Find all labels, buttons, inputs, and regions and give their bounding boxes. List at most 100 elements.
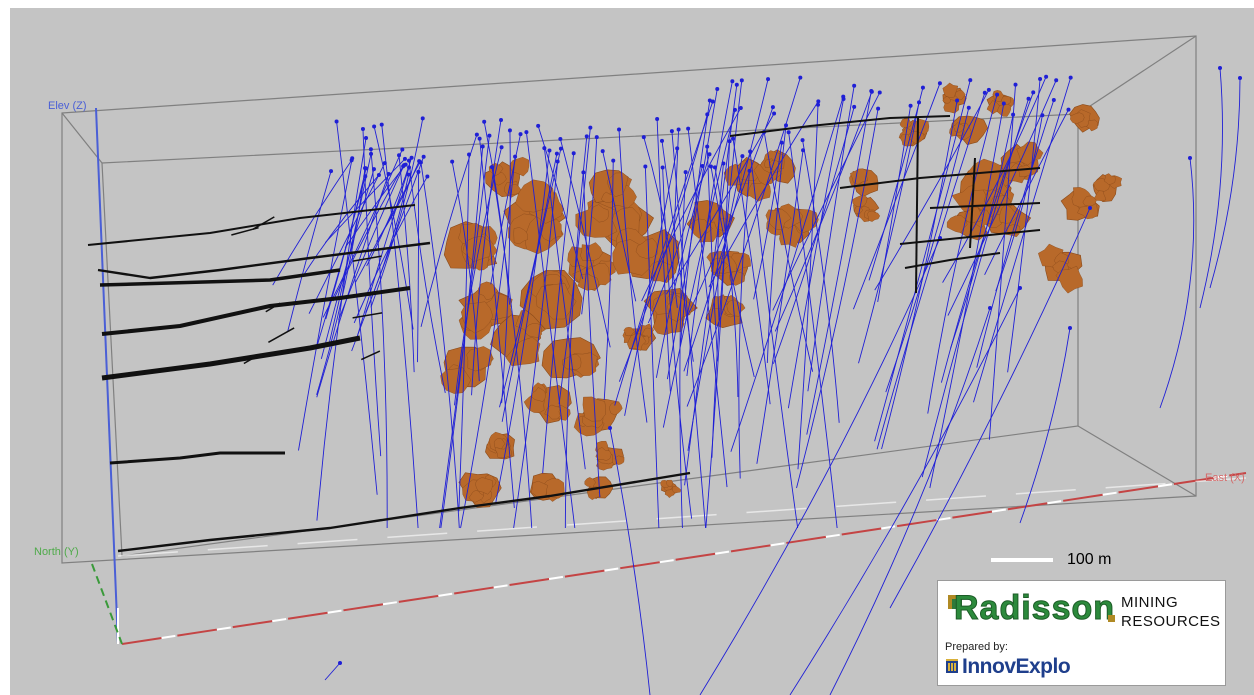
drillhole-collar: [730, 79, 735, 84]
drillhole-collar: [707, 152, 712, 157]
drillhole-trace: [490, 134, 521, 285]
drillhole-collar: [1218, 66, 1222, 70]
drillhole-trace: [929, 103, 1005, 489]
drillhole-trace: [705, 141, 731, 529]
drillhole-trace: [927, 94, 998, 414]
drillhole-trace: [316, 173, 390, 398]
drillhole-trace: [787, 98, 844, 409]
mineralized-zone: [493, 438, 506, 450]
drillhole-trace: [717, 163, 724, 321]
3d-viewport[interactable]: Elev (Z) North (Y) East (X) 100 m Radiss…: [10, 8, 1254, 695]
drillhole-trace: [603, 160, 614, 400]
drillhole-trace: [789, 287, 1021, 695]
underground-level: [117, 471, 691, 553]
box-edge: [61, 112, 103, 164]
drillhole-collar: [660, 165, 665, 170]
underground-level: [839, 167, 1041, 189]
drillhole-collar: [683, 170, 688, 175]
drillhole-collar: [402, 156, 407, 161]
drillhole-collar: [379, 122, 384, 127]
mineralized-zone: [584, 477, 596, 488]
mineralized-zones: [440, 82, 1123, 508]
drillhole-collar: [524, 130, 529, 135]
drillhole-trace: [420, 134, 478, 327]
north-axis: [91, 563, 123, 645]
drillhole-trace: [1007, 78, 1041, 373]
drillhole-trace: [440, 146, 484, 529]
drillhole-collar: [876, 106, 881, 111]
drillhole-collar: [715, 86, 720, 91]
underground-level: [360, 350, 381, 361]
drillhole-collar: [986, 87, 991, 92]
scale-bar: 100 m: [991, 551, 1111, 569]
drillhole-trace: [889, 207, 1091, 609]
mineralized-zone: [1094, 190, 1107, 202]
mineralized-zone: [1103, 173, 1116, 185]
drillhole-collar: [731, 136, 736, 141]
underground-level: [915, 117, 919, 294]
drillhole-collar: [1001, 101, 1006, 106]
drillhole-collar: [409, 155, 414, 160]
drillhole-trace: [315, 176, 366, 349]
drillhole-trace: [976, 99, 1055, 368]
mineralized-zone: [513, 227, 529, 245]
underground-level: [352, 255, 382, 262]
underground-level: [97, 241, 431, 280]
drillhole-collar: [382, 161, 387, 166]
drillhole-trace: [618, 114, 708, 382]
drillhole-trace: [947, 80, 1057, 316]
drillhole-trace: [1019, 327, 1071, 524]
drillhole-trace: [353, 176, 428, 324]
drillhole-trace: [679, 172, 687, 529]
drillhole-collar: [772, 111, 777, 116]
drillhole-collar: [800, 138, 805, 143]
drillhole-collar: [407, 165, 412, 170]
drillhole-trace: [537, 125, 584, 280]
drillhole-collar: [801, 148, 806, 153]
drillhole-trace: [874, 89, 990, 291]
drillhole-trace: [420, 162, 460, 529]
drillhole-collar: [406, 172, 411, 177]
drillhole-collar: [708, 164, 713, 169]
drillhole-trace: [351, 156, 425, 352]
drillhole-collar: [338, 661, 342, 665]
drillhole-collar: [1013, 82, 1018, 87]
mineralized-zone: [952, 122, 965, 133]
drillhole-trace: [602, 151, 637, 302]
mineralized-zone: [666, 479, 674, 487]
mineralized-zone: [648, 260, 677, 284]
innovexplo-emblem-icon: [946, 659, 958, 673]
elevation-axis-label: Elev (Z): [48, 100, 87, 112]
drillhole-trace: [796, 108, 879, 489]
drillhole-collar: [995, 92, 1000, 97]
drillhole-trace: [749, 151, 799, 529]
drillhole-trace: [858, 102, 920, 364]
drillhole-collar: [571, 151, 576, 156]
drillhole-trace: [807, 85, 855, 392]
drillhole-trace: [491, 167, 533, 529]
drillhole-collar: [554, 151, 559, 156]
drillhole-trace: [684, 84, 738, 486]
drillhole-trace: [454, 147, 503, 406]
drillhole-trace: [662, 109, 736, 428]
mineralized-zone: [1086, 119, 1098, 132]
underground-level: [729, 115, 951, 137]
drillhole-collar: [766, 77, 771, 82]
drillhole-collar: [705, 112, 710, 117]
drillhole-collar: [1238, 76, 1242, 80]
mineralized-zone: [899, 117, 912, 128]
drillhole-trace: [732, 138, 771, 405]
drillhole-collar: [450, 159, 455, 164]
drillhole-trace: [797, 104, 819, 470]
drillhole-collar: [425, 174, 430, 179]
drillhole-collar: [1068, 326, 1072, 330]
drillhole-collar: [920, 85, 925, 90]
drillhole-collar: [611, 158, 616, 163]
drillhole-trace: [942, 76, 1047, 283]
drillhole-trace: [686, 77, 801, 407]
drillhole-trace: [766, 125, 787, 363]
logo-square-icon: [1108, 615, 1115, 622]
underground-level: [969, 157, 976, 249]
drillhole-trace: [336, 121, 378, 495]
drillhole-trace: [686, 81, 733, 377]
